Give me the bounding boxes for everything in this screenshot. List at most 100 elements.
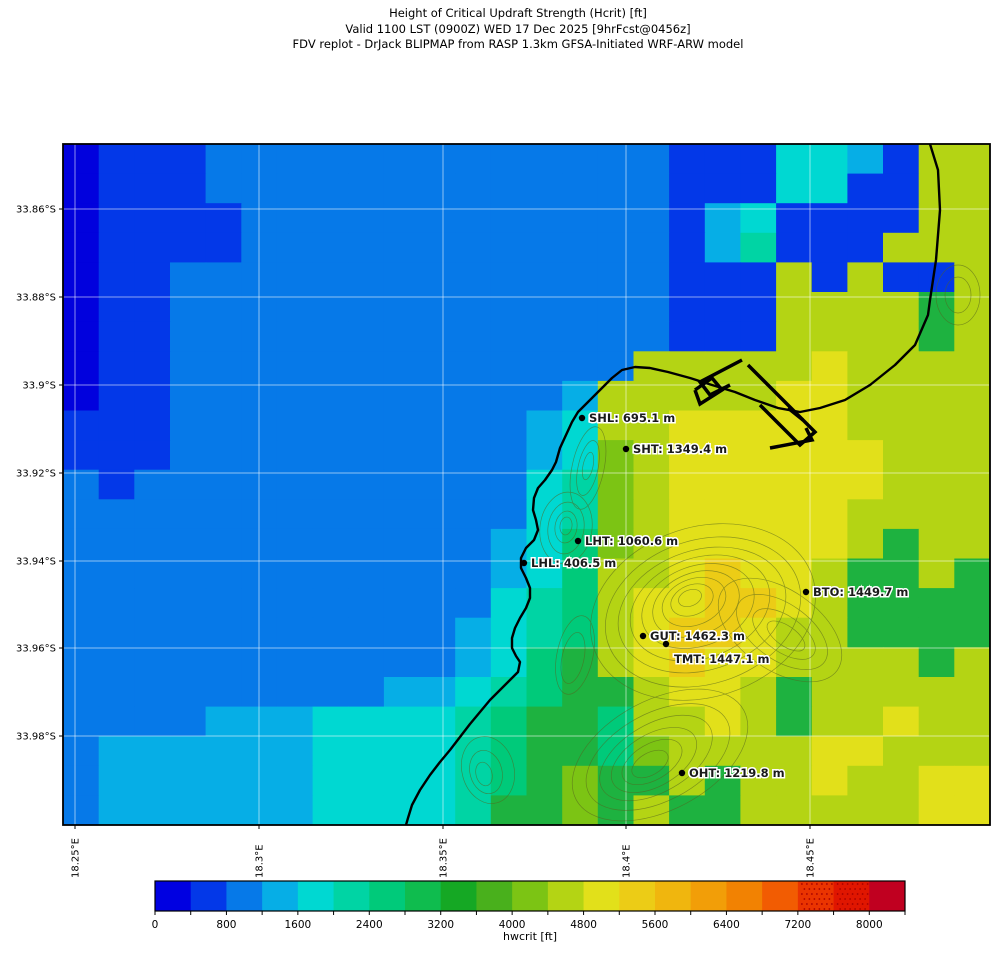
heat-cell [740, 558, 777, 589]
heat-cell [276, 677, 314, 708]
heat-cell [669, 499, 706, 530]
heat-cell [312, 351, 349, 382]
heat-cell [954, 410, 990, 441]
heat-cell [633, 203, 670, 234]
colorbar-segment [690, 881, 727, 911]
heat-cell [669, 528, 706, 559]
heat-cell [776, 351, 813, 382]
heat-cell [918, 173, 955, 204]
heat-cell [276, 795, 314, 825]
heat-cell [883, 144, 920, 175]
stipple-dot [864, 908, 866, 910]
heat-cell [526, 380, 563, 411]
heat-cell [669, 706, 706, 737]
heat-cell [170, 795, 207, 825]
heat-cell [811, 795, 848, 825]
colorbar-segment [547, 881, 584, 911]
colorbar-tick-label: 5600 [642, 919, 669, 931]
heat-cell [633, 440, 670, 471]
heat-cell [205, 440, 242, 471]
heat-cell [134, 528, 171, 559]
heat-cell [811, 321, 848, 352]
heat-cell [740, 617, 777, 648]
colorbar-tick-label: 6400 [713, 919, 740, 931]
heat-cell [776, 558, 813, 589]
heatmap-cells [63, 144, 990, 825]
lat-tick-label: 33.9°S [22, 381, 56, 392]
heat-cell [63, 410, 100, 441]
heat-cell [704, 499, 741, 530]
contour-line [610, 727, 698, 793]
heat-cell [740, 706, 777, 737]
heat-cell [419, 144, 456, 175]
heat-cell [134, 647, 171, 678]
heat-cell [63, 469, 100, 500]
heat-cell [669, 262, 706, 293]
heat-cell [348, 380, 385, 411]
heat-cell [883, 499, 920, 530]
stipple-dot [813, 898, 816, 900]
heat-cell [455, 588, 492, 619]
heat-cell [276, 232, 314, 263]
heat-cell [526, 795, 563, 825]
heat-cell [954, 380, 990, 411]
heat-cell [526, 617, 563, 648]
colorbar-segment [262, 881, 299, 911]
heat-cell [134, 736, 171, 767]
heat-cell [954, 677, 990, 708]
heat-cell [63, 706, 100, 737]
heat-cell [348, 499, 385, 530]
stipple-dot [864, 898, 866, 900]
heat-cell [98, 617, 135, 648]
heat-cell [170, 203, 207, 234]
colorbar-segment [190, 881, 227, 911]
heat-cell [740, 144, 777, 175]
heat-cell [776, 528, 813, 559]
heat-cell [205, 558, 242, 589]
colorbar-axis-label: hwcrit [ft] [503, 930, 557, 943]
heat-cell [419, 795, 456, 825]
heat-cell [276, 617, 314, 648]
site-marker-BTO [802, 588, 810, 596]
contour-line [559, 516, 573, 536]
stipple-dot [866, 883, 869, 885]
heat-cell [490, 647, 527, 678]
heat-cell [562, 203, 599, 234]
heat-cell [276, 558, 314, 589]
heat-cell [276, 647, 314, 678]
heat-cell [918, 469, 955, 500]
heat-cell [383, 262, 421, 293]
site-label-LHL: LHL: 406.5 m [531, 556, 616, 570]
heat-cell [134, 203, 171, 234]
stipple-dot [803, 898, 806, 900]
heat-cell [312, 262, 349, 293]
heat-cell [134, 440, 171, 471]
heat-cell [669, 321, 706, 352]
heat-cell [170, 528, 207, 559]
site-marker-SHT [622, 445, 630, 453]
stipple-dot [846, 883, 849, 885]
heat-cell [63, 647, 100, 678]
stipple-dot [801, 893, 803, 895]
heat-cell [63, 499, 100, 530]
heat-cell [134, 765, 171, 796]
stipple-dot [826, 903, 828, 905]
stipple-dot [844, 908, 846, 910]
site-label-GUT: GUT: 1462.3 m [650, 629, 745, 643]
title-line-2: Valid 1100 LST (0900Z) WED 17 Dec 2025 [… [345, 21, 691, 36]
heat-cell [633, 262, 670, 293]
heat-cell [490, 232, 527, 263]
heat-cell [276, 528, 314, 559]
heat-cell [562, 351, 599, 382]
heat-cell [63, 795, 100, 825]
heat-cell [348, 736, 385, 767]
contour-line [590, 523, 816, 701]
contour-line [752, 608, 816, 660]
heat-cell [740, 440, 777, 471]
heat-cell [847, 232, 884, 263]
heat-cell [954, 232, 990, 263]
stipple-dot [803, 908, 806, 910]
heat-cell [134, 469, 171, 500]
heat-cell [597, 440, 634, 471]
heat-cell [847, 262, 884, 293]
